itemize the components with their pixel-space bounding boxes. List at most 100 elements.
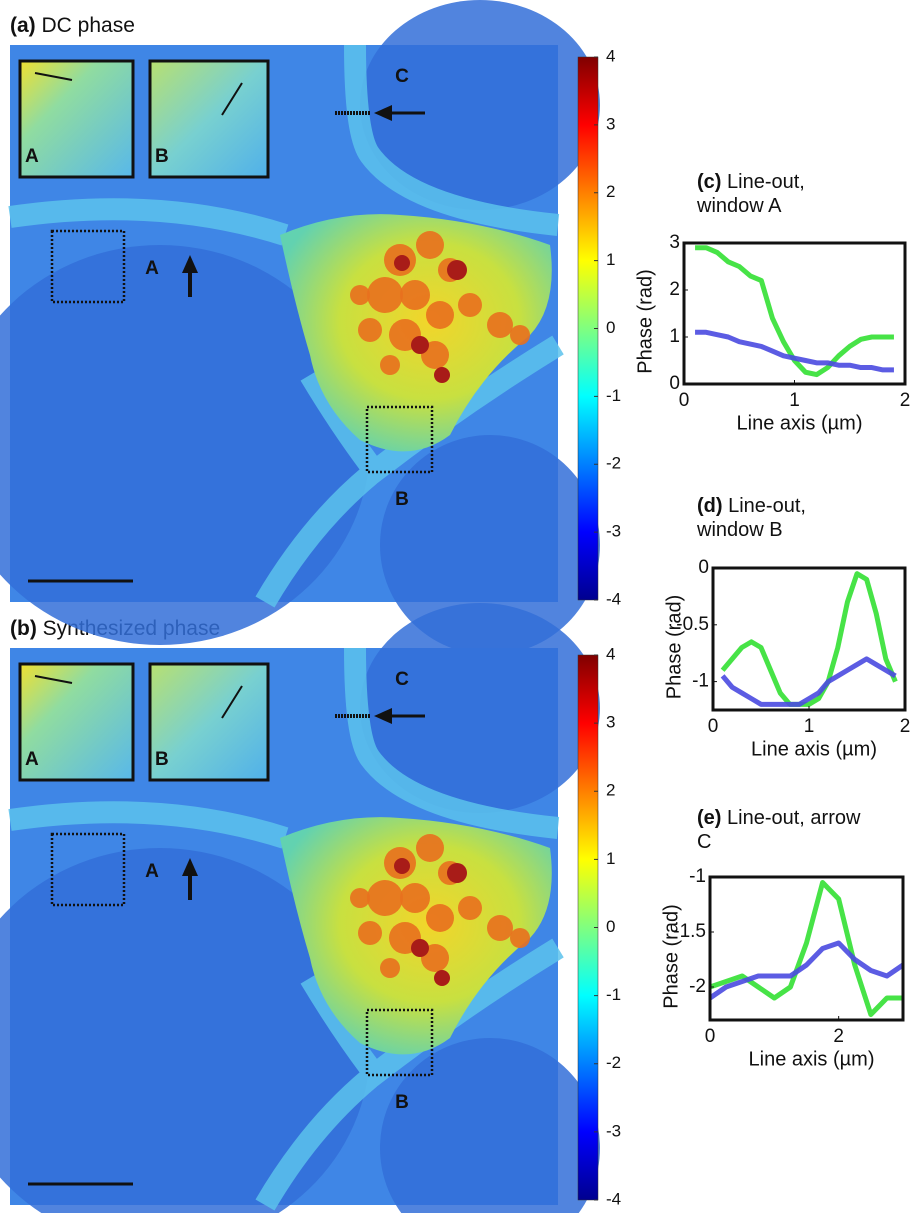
marker-label: A — [145, 258, 159, 279]
colorbar-tick-label: 4 — [606, 644, 615, 663]
colorbar-tick-label: -4 — [606, 589, 621, 608]
colorbar-tick-label: 1 — [606, 849, 615, 868]
x-tick-label: 2 — [900, 390, 911, 411]
x-tick-label: 2 — [900, 716, 911, 737]
colorbar-tick-label: 3 — [606, 713, 615, 732]
marker-label: C — [395, 66, 409, 87]
x-tick-label: 0 — [708, 716, 719, 737]
panel-title: (a) DC phase — [10, 14, 135, 38]
cell-blob — [434, 367, 450, 383]
cell-blob — [416, 834, 444, 862]
inset-line — [34, 72, 73, 81]
window-box — [50, 832, 126, 907]
inset — [148, 59, 270, 179]
series-line — [708, 940, 905, 1001]
cell-blob — [447, 260, 467, 280]
y-axis-label: Phase (rad) — [634, 269, 656, 374]
x-tick-label: 2 — [833, 1026, 844, 1047]
inset-label: A — [25, 146, 39, 167]
cell-blob — [510, 928, 530, 948]
chart-name: Line-out, window B — [697, 495, 806, 541]
cell-blob — [400, 280, 430, 310]
inset — [18, 59, 135, 179]
marker-label: B — [395, 1092, 409, 1113]
cell-blob — [367, 880, 403, 916]
series-line — [709, 880, 903, 1017]
colorbar-tick-label: -1 — [606, 386, 621, 405]
arrow-head — [374, 105, 392, 121]
y-tick-label: 3 — [669, 232, 680, 253]
cell-blob — [510, 325, 530, 345]
phase-image: A B A B C — [0, 603, 600, 1213]
cell-blob — [487, 312, 513, 338]
x-axis-label: Line axis (µm) — [737, 412, 863, 434]
chart-title: (e) Line-out, arrow C — [697, 806, 867, 854]
y-tick-label: -1 — [692, 671, 709, 692]
chart-title: (d) Line-out, window B — [697, 494, 867, 542]
membrane — [8, 44, 564, 608]
panel-label: (a) — [10, 14, 36, 37]
y-tick-label: 0 — [669, 373, 680, 394]
window-box — [365, 405, 434, 474]
colorbar-tick-label: 0 — [606, 318, 615, 337]
window-box — [365, 1008, 434, 1077]
cell-region — [0, 848, 370, 1213]
colorbar-tick-label: 3 — [606, 114, 615, 133]
chart-label: (e) — [697, 807, 722, 829]
colorbar-tick-label: 1 — [606, 250, 615, 269]
cell-blob — [358, 921, 382, 945]
inset-line — [34, 675, 73, 684]
cell-blob — [426, 904, 454, 932]
y-tick-label: 1 — [669, 326, 680, 347]
cell-blob — [416, 231, 444, 259]
marker-label: C — [395, 669, 409, 690]
cell-blob — [350, 888, 370, 908]
cell-region — [0, 245, 370, 645]
inset — [18, 662, 135, 782]
inset — [148, 662, 270, 782]
cell-blob — [434, 970, 450, 986]
panel-name: DC phase — [41, 14, 135, 37]
chart-title: (c) Line-out, window A — [697, 170, 867, 218]
cell-blob — [426, 301, 454, 329]
x-axis-label: Line axis (µm) — [749, 1048, 875, 1070]
y-tick-label: -0.5 — [676, 614, 709, 635]
y-tick-label: -2 — [689, 976, 706, 997]
plot-frame — [708, 875, 905, 1022]
cell-blob — [380, 958, 400, 978]
colorbar-tick-label: -3 — [606, 1121, 621, 1140]
y-axis-label: Phase (rad) — [663, 595, 685, 700]
inset-line — [221, 82, 243, 116]
cell-blob — [487, 915, 513, 941]
x-tick-label: 0 — [705, 1026, 716, 1047]
y-tick-label: 0 — [698, 557, 709, 578]
cell-blob — [350, 285, 370, 305]
series-line — [720, 656, 897, 707]
x-tick-label: 1 — [789, 390, 800, 411]
x-tick-label: 0 — [679, 390, 690, 411]
cell-region — [360, 603, 600, 813]
colorbar-tick-label: -3 — [606, 522, 621, 541]
cell-region — [360, 0, 600, 210]
chart-label: (d) — [697, 495, 723, 517]
cell-region — [380, 1038, 600, 1213]
cell-blob — [400, 883, 430, 913]
marker-label: B — [395, 489, 409, 510]
window-box — [50, 229, 126, 304]
inset-label: B — [155, 146, 169, 167]
panel-label: (b) — [10, 617, 37, 640]
cell-blob — [394, 255, 410, 271]
cell-blob — [367, 277, 403, 313]
phase-image: A B A B C — [0, 0, 600, 655]
cell-blob — [458, 293, 482, 317]
marker-label: A — [145, 861, 159, 882]
cell-blob — [358, 318, 382, 342]
cell-region — [380, 435, 600, 655]
x-tick-label: 1 — [804, 716, 815, 737]
plot-frame — [711, 566, 907, 712]
cell-blob — [458, 896, 482, 920]
x-axis-label: Line axis (µm) — [751, 738, 877, 760]
cell-blob — [411, 939, 429, 957]
cell-blob — [411, 336, 429, 354]
